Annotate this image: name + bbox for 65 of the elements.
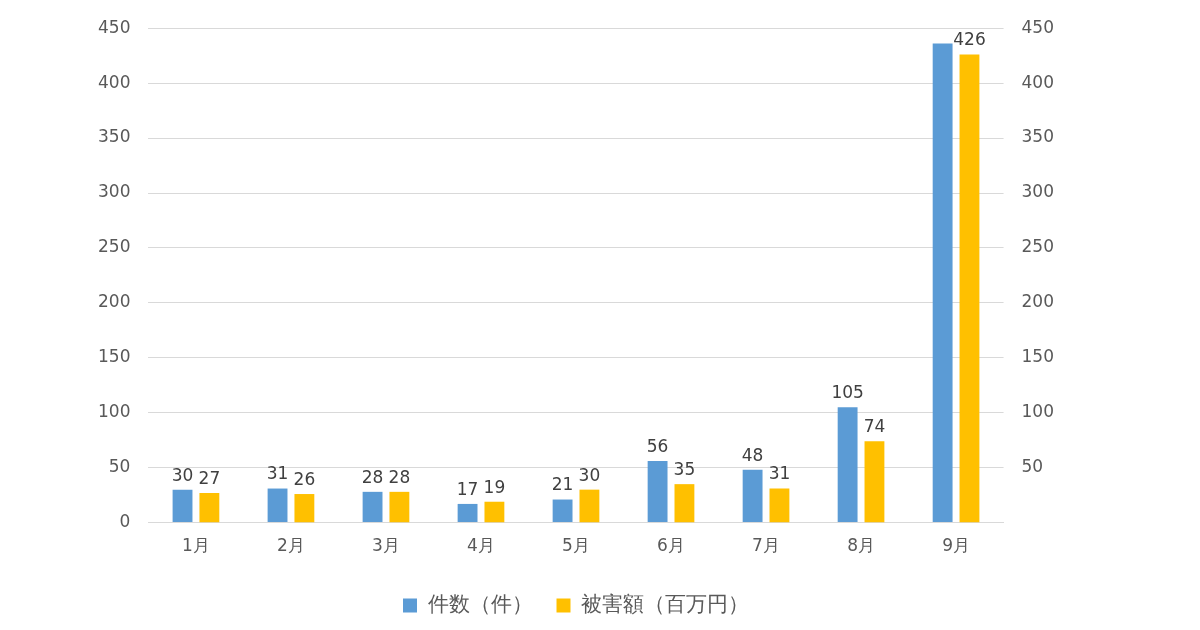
bar <box>932 43 953 523</box>
y-tick-label: 300 <box>97 181 131 202</box>
x-tick-label: 9月 <box>942 535 970 556</box>
y2-tick-label: 150 <box>1021 346 1055 367</box>
data-label: 17 <box>456 478 479 499</box>
y-tick-label: 350 <box>97 126 131 147</box>
data-label: 31 <box>266 463 289 484</box>
y-tick-label: 400 <box>97 71 131 92</box>
x-tick-label: 6月 <box>657 535 685 556</box>
data-label: 28 <box>361 466 384 487</box>
y2-tick-label: 350 <box>1021 126 1055 147</box>
x-tick-label: 1月 <box>182 535 210 556</box>
bar <box>837 407 858 523</box>
data-label: 56 <box>646 436 669 456</box>
bar <box>199 492 220 523</box>
x-tick-label: 7月 <box>752 535 780 556</box>
bar <box>579 489 600 523</box>
x-tick-label: 8月 <box>847 535 875 556</box>
x-tick-label: 3月 <box>372 535 400 556</box>
bar <box>267 488 288 523</box>
y-tick-label: 150 <box>97 346 131 367</box>
y-tick-label: 450 <box>97 16 131 37</box>
y2-tick-label: 300 <box>1021 181 1055 202</box>
data-label: 28 <box>388 466 411 487</box>
data-label: 74 <box>863 416 886 437</box>
y2-tick-label: 400 <box>1021 71 1055 92</box>
bar <box>294 494 315 523</box>
bar <box>959 54 980 523</box>
bar <box>674 484 695 523</box>
data-label: 426 <box>953 29 986 50</box>
bar <box>647 461 668 523</box>
legend-label: 件数（件） <box>427 591 533 616</box>
data-label: 105 <box>831 382 864 403</box>
data-label: 26 <box>293 468 316 489</box>
y2-tick-label: 450 <box>1021 16 1055 37</box>
y-tick-label: 0 <box>119 511 131 532</box>
data-label: 19 <box>483 476 506 497</box>
y-tick-label: 50 <box>108 456 131 477</box>
bar <box>769 488 790 523</box>
y2-tick-label: 100 <box>1021 401 1055 422</box>
x-tick-label: 2月 <box>277 535 305 556</box>
bar <box>362 491 383 523</box>
bar <box>457 503 478 523</box>
data-label: 30 <box>578 464 601 485</box>
bar <box>552 499 573 523</box>
x-tick-label: 5月 <box>562 535 590 556</box>
data-label: 31 <box>768 463 791 484</box>
data-label: 27 <box>198 467 221 488</box>
data-label: 35 <box>673 459 696 480</box>
bar <box>484 501 505 523</box>
bar <box>864 441 885 523</box>
y-tick-label: 250 <box>97 236 131 257</box>
y2-tick-label: 50 <box>1021 456 1044 477</box>
bar <box>389 491 410 523</box>
legend-label: 被害額（百万円） <box>581 591 749 616</box>
y2-tick-label: 200 <box>1021 291 1055 312</box>
bar <box>172 489 193 523</box>
x-tick-label: 4月 <box>467 535 495 556</box>
data-label: 21 <box>551 474 574 495</box>
data-label: 30 <box>171 464 194 485</box>
y-tick-label: 200 <box>97 291 131 312</box>
y-tick-label: 100 <box>97 401 131 422</box>
y2-tick-label: 250 <box>1021 236 1055 257</box>
data-label: 48 <box>741 444 764 465</box>
bar <box>742 469 763 523</box>
